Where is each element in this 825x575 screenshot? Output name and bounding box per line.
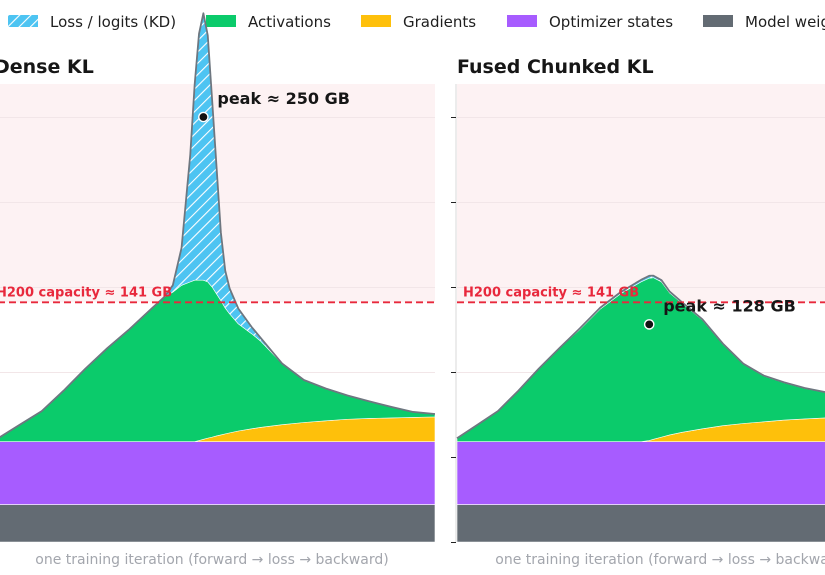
area-weights (456, 504, 825, 543)
area-optimizer (0, 441, 435, 505)
legend-label-optimizer: Optimizer states (549, 13, 673, 31)
legend-label-gradients: Gradients (403, 13, 476, 31)
panel-title: Fused Chunked KL (457, 56, 654, 78)
legend: Loss / logits (KD) Activations Gradients Op… (8, 13, 825, 31)
legend-swatch-weights (703, 15, 733, 27)
peak-marker (643, 319, 655, 330)
panel-dense-kl: H200 capacity ≈ 141 GB (0, 12, 435, 543)
legend-label-activations: Activations (248, 13, 331, 31)
panel-title: Dense KL (0, 56, 94, 78)
peak-label: peak ≈ 128 GB (663, 296, 796, 315)
capacity-label: H200 capacity ≈ 141 GB (0, 285, 172, 300)
legend-swatch-gradients (361, 15, 391, 27)
total-memory-outline (456, 274, 825, 440)
legend-swatch-loss (8, 15, 38, 27)
legend-label-loss: Loss / logits (KD) (50, 13, 176, 31)
legend-label-weights: Model weig (745, 13, 825, 31)
capacity-label: H200 capacity ≈ 141 GB (463, 285, 639, 300)
total-memory-outline (0, 12, 435, 439)
danger-zone-band (457, 84, 825, 303)
panel-fused-chunked-kl: H200 capacity ≈ 141 GB (456, 84, 825, 543)
area-optimizer (456, 441, 825, 505)
area-weights (0, 504, 435, 543)
peak-label: peak ≈ 250 GB (217, 89, 350, 108)
peak-marker (198, 111, 209, 123)
area-activations (0, 279, 435, 442)
x-axis-label: one training iteration (forward → loss →… (495, 552, 825, 568)
legend-swatch-optimizer (507, 15, 537, 27)
x-axis-label: one training iteration (forward → loss →… (35, 552, 388, 568)
legend-swatch-activations (206, 15, 236, 27)
